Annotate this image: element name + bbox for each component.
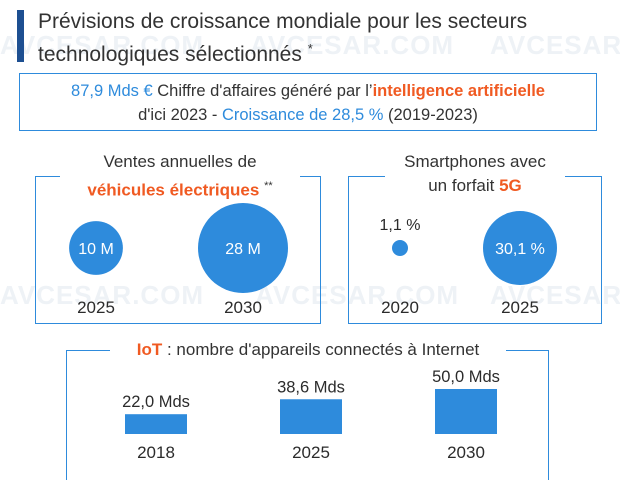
ev-footnote-mark: ** — [264, 180, 273, 192]
smartphones-bubble-2025 — [483, 211, 557, 285]
iot-title-highlight: IoT — [136, 340, 163, 359]
smartphones-title-highlight: 5G — [499, 176, 522, 195]
watermark: AVCESAR.COM — [250, 30, 455, 60]
ev-title-line-1: Ventes annuelles de — [103, 152, 257, 171]
iot-value-label: 22,0 Mds — [122, 393, 190, 411]
smartphones-bubble-chart: 1,1 % 2020 30,1 % 2025 — [380, 211, 557, 317]
iot-bar-2030 — [435, 389, 497, 434]
smartphones-value-label: 30,1 % — [495, 241, 545, 258]
watermark: AVCESAR.COM — [490, 280, 620, 310]
ai-period-prefix: d'ici 2023 - — [138, 106, 222, 124]
smartphones-title-line-1: Smartphones avec — [404, 152, 546, 171]
smartphones-value-label: 1,1 % — [380, 217, 421, 234]
ai-line-1: 87,9 Mds € Chiffre d'affaires généré par… — [20, 79, 596, 103]
ev-panel-title: Ventes annuelles de véhicules électrique… — [60, 150, 300, 203]
ev-bubble-chart: 10 M 2025 28 M 2030 — [69, 203, 288, 317]
smartphones-bubble-2020 — [392, 240, 408, 256]
smartphones-category-label: 2025 — [501, 298, 539, 317]
ai-revenue-text: Chiffre d'affaires généré par l’ — [152, 82, 373, 100]
ai-highlight: intelligence artificielle — [372, 82, 545, 100]
ev-bubble-2030 — [198, 203, 288, 293]
title-footnote-mark: * — [307, 41, 313, 56]
watermark: AVCESAR.COM — [255, 280, 460, 310]
iot-category-label: 2030 — [447, 443, 485, 462]
watermark: AVCESAR.COM — [490, 30, 620, 60]
ai-revenue-box: 87,9 Mds € Chiffre d'affaires généré par… — [19, 73, 597, 131]
ev-bubble-2025 — [69, 221, 123, 275]
ev-title-line-2: véhicules électriques ** — [60, 174, 300, 203]
iot-value-label: 38,6 Mds — [277, 378, 345, 396]
page-title: Prévisions de croissance mondiale pour l… — [38, 8, 598, 68]
smartphones-title-text: un forfait — [428, 176, 500, 195]
iot-category-label: 2025 — [292, 443, 330, 462]
ai-growth: Croissance de 28,5 % — [221, 106, 384, 124]
iot-title-text: : nombre d'appareils connectés à Interne… — [162, 340, 480, 359]
iot-panel-title: IoT : nombre d'appareils connectés à Int… — [110, 338, 506, 362]
ai-period: (2019-2023) — [383, 106, 478, 124]
smartphones-panel-title: Smartphones avec un forfait 5G — [385, 150, 565, 198]
iot-category-label: 2018 — [137, 443, 175, 462]
ev-value-label: 10 M — [78, 241, 114, 258]
ev-category-label: 2030 — [224, 298, 262, 317]
ev-title-highlight: véhicules électriques — [87, 180, 260, 200]
iot-bar-2025 — [280, 399, 342, 434]
ai-line-2: d'ici 2023 - Croissance de 28,5 % (2019-… — [20, 103, 596, 127]
smartphones-title-line-2: un forfait 5G — [385, 174, 565, 198]
title-accent-bar — [17, 10, 24, 62]
watermark: AVCESAR.COM — [0, 280, 205, 310]
iot-value-label: 50,0 Mds — [432, 368, 500, 386]
ev-value-label: 28 M — [225, 241, 261, 258]
iot-bar-chart: 22,0 Mds 2018 38,6 Mds 2025 50,0 Mds 2030 — [122, 368, 500, 462]
title-text: Prévisions de croissance mondiale pour l… — [38, 10, 528, 66]
smartphones-category-label: 2020 — [381, 298, 419, 317]
ai-revenue-value: 87,9 Mds € — [71, 82, 153, 100]
iot-bar-2018 — [125, 414, 187, 434]
watermark: AVCESAR.COM — [0, 30, 205, 60]
ev-category-label: 2025 — [77, 298, 115, 317]
